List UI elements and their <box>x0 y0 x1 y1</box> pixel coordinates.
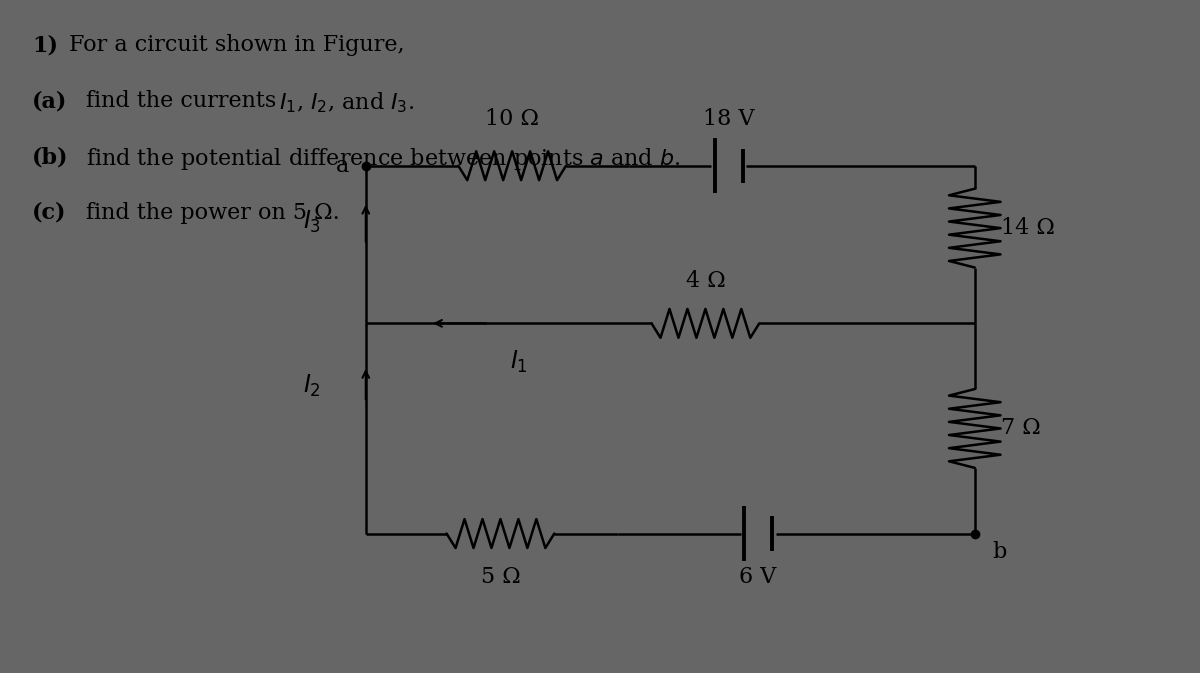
Text: 10 Ω: 10 Ω <box>485 108 539 130</box>
Text: $I_3$: $I_3$ <box>304 209 322 235</box>
Text: (a): (a) <box>32 90 67 112</box>
Text: (b): (b) <box>32 146 68 168</box>
Text: find the currents: find the currents <box>86 90 283 112</box>
Text: 6 V: 6 V <box>739 567 776 588</box>
Text: $I_1$, $I_2$, and $I_3$.: $I_1$, $I_2$, and $I_3$. <box>280 90 414 115</box>
Text: find the power on 5 Ω.: find the power on 5 Ω. <box>86 202 340 224</box>
Text: find the potential difference between points $a$ and $b$.: find the potential difference between po… <box>86 146 680 172</box>
Text: 18 V: 18 V <box>703 108 755 130</box>
Text: 5 Ω: 5 Ω <box>480 567 521 588</box>
Text: b: b <box>992 542 1007 563</box>
Text: (c): (c) <box>32 202 66 224</box>
Text: $I_1$: $I_1$ <box>510 349 528 374</box>
Text: $I_2$: $I_2$ <box>304 373 322 399</box>
Text: 14 Ω: 14 Ω <box>1001 217 1055 239</box>
Text: For a circuit shown in Figure,: For a circuit shown in Figure, <box>70 34 406 57</box>
Text: a: a <box>336 155 349 177</box>
Text: 7 Ω: 7 Ω <box>1001 417 1040 439</box>
Text: 1): 1) <box>32 34 58 57</box>
Text: 4 Ω: 4 Ω <box>685 270 725 292</box>
